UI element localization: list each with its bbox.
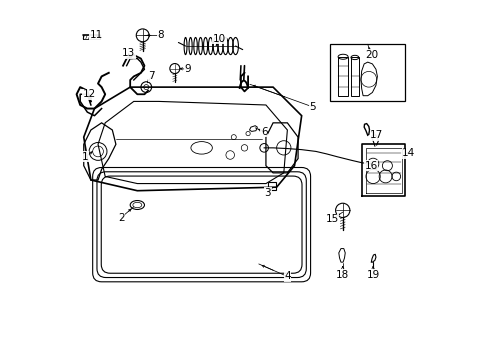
Text: 6: 6 [260,127,267,137]
Text: 17: 17 [369,130,383,140]
Text: 18: 18 [335,270,348,280]
Text: 19: 19 [366,270,379,280]
Text: 4: 4 [284,271,290,282]
Text: 3: 3 [264,188,270,198]
Text: 13: 13 [122,48,135,58]
Bar [337,57,347,96]
Text: 8: 8 [157,30,163,40]
Bar [267,182,275,190]
Text: 11: 11 [89,30,102,40]
Bar [350,58,358,96]
Text: 9: 9 [183,64,190,74]
Text: 20: 20 [364,50,377,60]
Text: 1: 1 [82,152,89,162]
Text: 2: 2 [118,212,124,222]
Text: 7: 7 [148,71,155,81]
Text: 15: 15 [325,214,338,224]
Text: 5: 5 [308,102,315,112]
Text: 12: 12 [82,89,96,99]
Text: 16: 16 [364,161,377,171]
Text: 14: 14 [401,148,415,158]
Text: 10: 10 [212,34,225,44]
Bar [329,44,405,102]
